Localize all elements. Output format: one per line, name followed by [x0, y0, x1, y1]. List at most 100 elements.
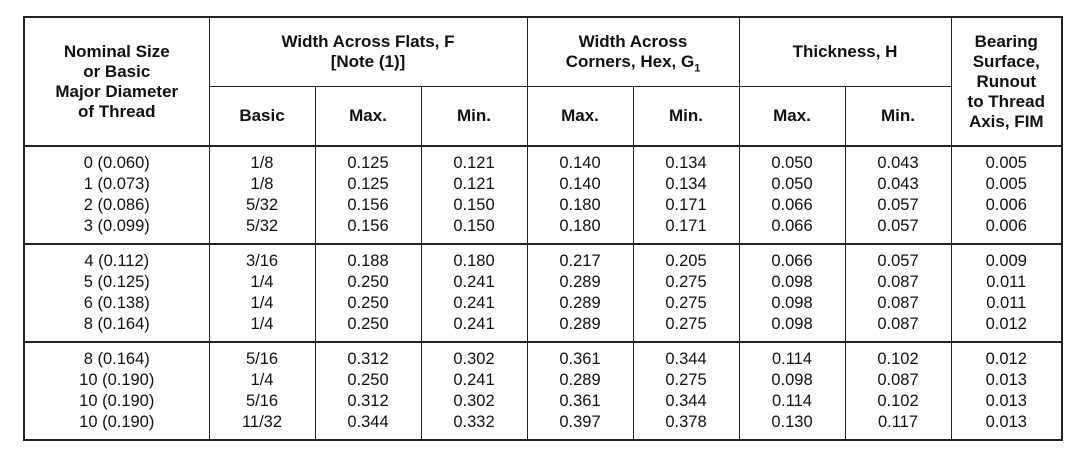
- cell-thickness-min: 0.057: [844, 195, 952, 216]
- cell-bearing-runout: 0.006: [950, 216, 1063, 244]
- cell-flats-min: 0.150: [420, 216, 528, 244]
- cell-nominal-size: 3 (0.099): [23, 216, 210, 244]
- header-nominal-line: Nominal Size: [63, 41, 170, 61]
- cell-nominal-size: 5 (0.125): [23, 272, 210, 293]
- cell-corners-min: 0.275: [632, 370, 740, 391]
- cell-corners-max: 0.180: [526, 216, 634, 244]
- header-width-flats-line: Width Across Flats, F: [281, 32, 455, 51]
- cell-bearing-runout: 0.011: [950, 272, 1063, 293]
- table-row: 8 (0.164) 5/16 0.312 0.302 0.361 0.344 0.114 0.…: [23, 342, 1063, 370]
- cell-thickness-max: 0.098: [738, 293, 846, 314]
- cell-thickness-max: 0.050: [738, 146, 846, 174]
- header-width-flats-note: [Note (1)]: [330, 52, 406, 71]
- cell-flats-min: 0.302: [420, 391, 528, 412]
- cell-thickness-max: 0.098: [738, 314, 846, 342]
- table-row: 5 (0.125) 1/4 0.250 0.241 0.289 0.275 0.098 0.0…: [23, 272, 1063, 293]
- table-row: 4 (0.112) 3/16 0.188 0.180 0.217 0.205 0.066 0.…: [23, 244, 1063, 272]
- cell-bearing-runout: 0.005: [950, 174, 1063, 195]
- table-row: 8 (0.164) 1/4 0.250 0.241 0.289 0.275 0.098 0.0…: [23, 314, 1063, 342]
- cell-flats-max: 0.312: [314, 391, 422, 412]
- cell-corners-max: 0.289: [526, 314, 634, 342]
- cell-corners-max: 0.289: [526, 293, 634, 314]
- header-bearing-line: Axis, FIM: [968, 111, 1044, 131]
- subheader-corners-min: Min.: [632, 86, 740, 146]
- cell-flats-basic: 5/32: [208, 195, 316, 216]
- subheader-flats-max: Max.: [314, 86, 422, 146]
- cell-flats-basic: 11/32: [208, 412, 316, 440]
- cell-flats-min: 0.241: [420, 293, 528, 314]
- cell-thickness-max: 0.066: [738, 244, 846, 272]
- table-row: 0 (0.060) 1/8 0.125 0.121 0.140 0.134 0.050 0.0…: [23, 146, 1063, 174]
- cell-corners-min: 0.134: [632, 174, 740, 195]
- cell-flats-min: 0.180: [420, 244, 528, 272]
- cell-flats-max: 0.250: [314, 314, 422, 342]
- cell-thickness-min: 0.087: [844, 272, 952, 293]
- cell-flats-basic: 5/32: [208, 216, 316, 244]
- header-bearing-line: Bearing: [974, 31, 1038, 51]
- table-row: 2 (0.086) 5/32 0.156 0.150 0.180 0.171 0.066 0.…: [23, 195, 1063, 216]
- header-width-across-corners: Width Across Corners, Hex, G1: [526, 17, 740, 87]
- subheader-basic: Basic: [208, 86, 316, 146]
- cell-flats-basic: 1/8: [208, 146, 316, 174]
- hex-nut-dimensions-table: Nominal Size or Basic Major Diameter of …: [23, 16, 1064, 441]
- cell-corners-max: 0.361: [526, 342, 634, 370]
- cell-corners-min: 0.205: [632, 244, 740, 272]
- cell-corners-max: 0.180: [526, 195, 634, 216]
- cell-bearing-runout: 0.012: [950, 342, 1063, 370]
- cell-flats-min: 0.150: [420, 195, 528, 216]
- table-row: 6 (0.138) 1/4 0.250 0.241 0.289 0.275 0.098 0.0…: [23, 293, 1063, 314]
- cell-flats-max: 0.188: [314, 244, 422, 272]
- cell-flats-min: 0.121: [420, 146, 528, 174]
- cell-nominal-size: 10 (0.190): [23, 412, 210, 440]
- cell-flats-max: 0.250: [314, 272, 422, 293]
- cell-flats-min: 0.241: [420, 272, 528, 293]
- subheader-corners-max: Max.: [526, 86, 634, 146]
- cell-corners-max: 0.289: [526, 370, 634, 391]
- cell-flats-min: 0.302: [420, 342, 528, 370]
- header-width-corners-subscript: 1: [694, 62, 701, 75]
- cell-thickness-min: 0.043: [844, 146, 952, 174]
- cell-nominal-size: 8 (0.164): [23, 314, 210, 342]
- cell-bearing-runout: 0.013: [950, 391, 1063, 412]
- cell-flats-basic: 1/4: [208, 370, 316, 391]
- cell-flats-basic: 1/8: [208, 174, 316, 195]
- header-nominal-size: Nominal Size or Basic Major Diameter of …: [23, 17, 210, 146]
- cell-nominal-size: 8 (0.164): [23, 342, 210, 370]
- cell-thickness-min: 0.057: [844, 244, 952, 272]
- cell-thickness-max: 0.130: [738, 412, 846, 440]
- cell-corners-max: 0.361: [526, 391, 634, 412]
- cell-thickness-min: 0.087: [844, 314, 952, 342]
- cell-flats-max: 0.250: [314, 370, 422, 391]
- cell-thickness-min: 0.117: [844, 412, 952, 440]
- header-bearing-line: Surface,: [972, 51, 1040, 71]
- cell-thickness-min: 0.087: [844, 370, 952, 391]
- cell-bearing-runout: 0.011: [950, 293, 1063, 314]
- cell-corners-min: 0.275: [632, 272, 740, 293]
- cell-thickness-max: 0.098: [738, 370, 846, 391]
- cell-bearing-runout: 0.013: [950, 370, 1063, 391]
- cell-corners-min: 0.171: [632, 216, 740, 244]
- cell-flats-basic: 5/16: [208, 391, 316, 412]
- header-width-corners-line: Corners, Hex, G: [565, 52, 695, 71]
- cell-bearing-runout: 0.012: [950, 314, 1063, 342]
- cell-corners-min: 0.344: [632, 342, 740, 370]
- header-bearing-surface: Bearing Surface, Runout to Thread Axis, …: [950, 17, 1063, 146]
- subheader-flats-min: Min.: [420, 86, 528, 146]
- cell-flats-max: 0.344: [314, 412, 422, 440]
- header-thickness: Thickness, H: [738, 17, 952, 87]
- cell-bearing-runout: 0.005: [950, 146, 1063, 174]
- cell-corners-max: 0.140: [526, 146, 634, 174]
- cell-corners-min: 0.134: [632, 146, 740, 174]
- cell-flats-min: 0.332: [420, 412, 528, 440]
- cell-bearing-runout: 0.013: [950, 412, 1063, 440]
- header-nominal-line: of Thread: [78, 101, 156, 121]
- cell-flats-basic: 5/16: [208, 342, 316, 370]
- header-width-across-flats: Width Across Flats, F [Note (1)]: [208, 17, 528, 87]
- cell-thickness-max: 0.066: [738, 195, 846, 216]
- subheader-thickness-min: Min.: [844, 86, 952, 146]
- cell-flats-basic: 1/4: [208, 272, 316, 293]
- cell-flats-basic: 1/4: [208, 293, 316, 314]
- header-bearing-line: Runout: [976, 71, 1036, 91]
- header-nominal-line: or Basic: [83, 61, 151, 81]
- cell-flats-max: 0.312: [314, 342, 422, 370]
